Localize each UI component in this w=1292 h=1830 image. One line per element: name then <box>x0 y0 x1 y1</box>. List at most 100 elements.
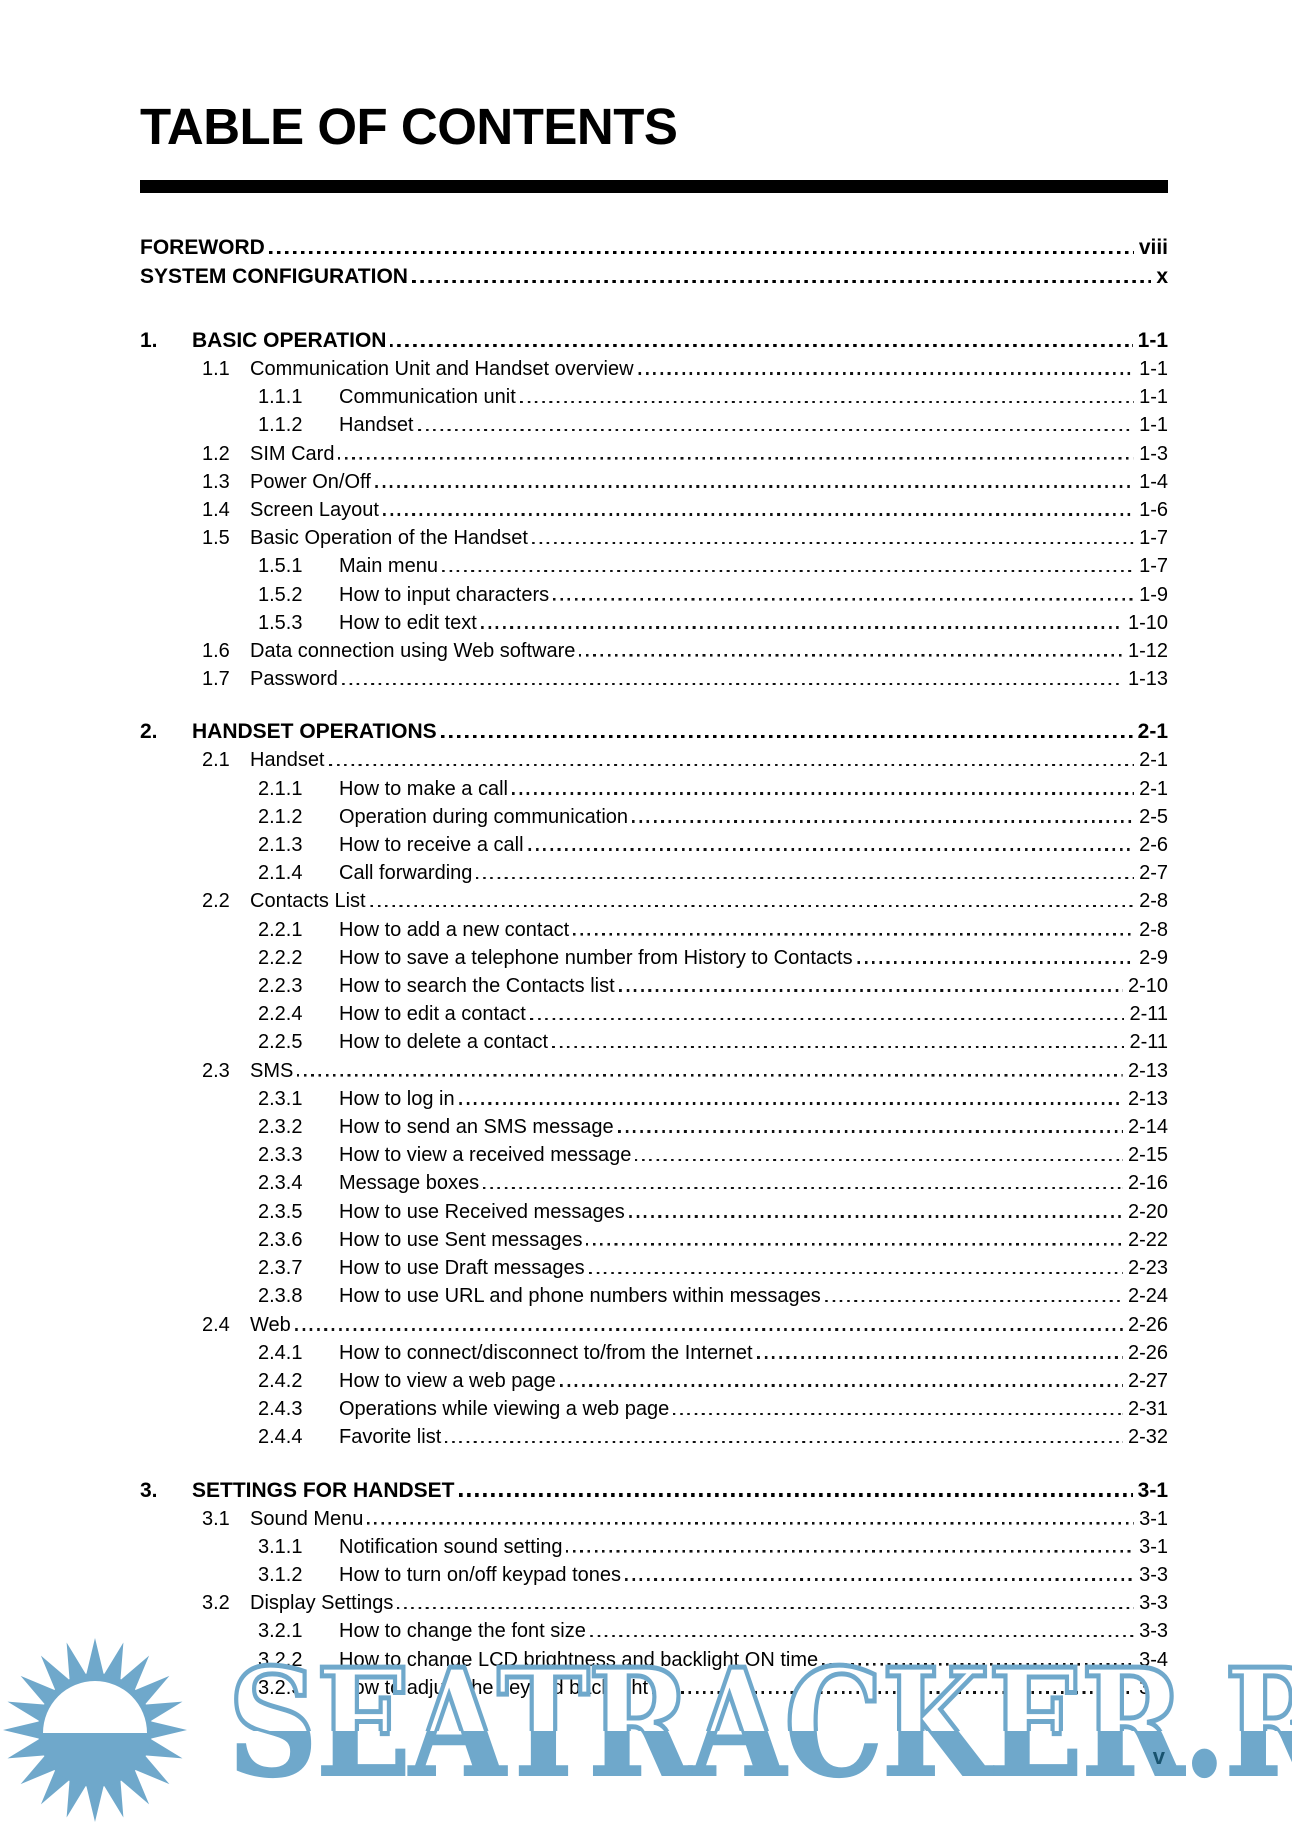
toc-entry-page: 3-5 <box>1139 1676 1168 1699</box>
toc-content: TABLE OF CONTENTS FOREWORD viii SYSTEM C… <box>140 0 1168 1702</box>
toc-entry-title: How to delete a contact <box>339 1031 549 1054</box>
dot-leader <box>573 933 1135 936</box>
toc-entry-number: 3.1 <box>202 1507 230 1530</box>
toc-entry-page: 2-8 <box>1139 890 1168 913</box>
toc-entry-title: Screen Layout <box>250 499 379 522</box>
toc-entry: 2.2 Contacts List 2-8 <box>140 887 1168 915</box>
toc-entry: 2.3.1 How to log in 2-13 <box>140 1085 1168 1113</box>
toc-entry: 2.3.6 How to use Sent messages 2-22 <box>140 1226 1168 1254</box>
toc-entry-page: x <box>1156 265 1168 288</box>
toc-entry-page: 2-13 <box>1127 1087 1168 1110</box>
toc-entry-page: 2-8 <box>1139 918 1168 941</box>
toc-entry-number: 1.1.1 <box>258 386 303 409</box>
toc-entry: 2.1.4 Call forwarding 2-7 <box>140 859 1168 887</box>
toc-entry: 2.3.3 How to view a received message 2-15 <box>140 1141 1168 1169</box>
toc-entry-number: 1.5.2 <box>258 583 303 606</box>
toc-entry-number: 2.3.7 <box>258 1257 303 1280</box>
toc-entry-title: How to edit text <box>339 611 477 634</box>
toc-entry-number: 2.1.3 <box>258 834 303 857</box>
toc-entry-title: SYSTEM CONFIGURATION <box>140 265 408 288</box>
dot-leader <box>297 1074 1123 1077</box>
dot-leader <box>527 848 1135 852</box>
dot-leader <box>552 1045 1125 1049</box>
dot-leader <box>617 1130 1123 1134</box>
dot-leader <box>382 513 1135 517</box>
toc-chapter-page: 3-1 <box>1137 1478 1168 1502</box>
toc-entry-number: 2.3 <box>202 1059 230 1082</box>
toc-entry-title: Communication Unit and Handset overview <box>250 358 634 380</box>
toc-entry: 2.3.8 How to use URL and phone numbers wi… <box>140 1282 1168 1310</box>
toc-entry-page: 1-6 <box>1139 499 1168 522</box>
toc-entry: 1.1.2 Handset 1-1 <box>140 411 1168 439</box>
toc-entry-number: 1.5.3 <box>258 611 303 634</box>
toc-entry: 1.5.3 How to edit text 1-10 <box>140 609 1168 637</box>
toc-entry-page: 1-7 <box>1139 555 1168 578</box>
toc-entry-number: 2.3.3 <box>258 1144 303 1167</box>
toc-entry-title: Web <box>250 1313 291 1336</box>
toc-entry: 1.5.1 Main menu 1-7 <box>140 552 1168 580</box>
toc-entry-page: 2-13 <box>1127 1059 1168 1082</box>
toc-entry-page: 1-12 <box>1127 640 1168 663</box>
toc-chapter-title: BASIC OPERATION <box>192 329 387 352</box>
toc-entry: 3.2 Display Settings 3-3 <box>140 1589 1168 1617</box>
toc-section-3: 3. SETTINGS FOR HANDSET 3-1 3.1 Sound Men… <box>140 1476 1168 1702</box>
toc-entry-title: Call forwarding <box>339 862 473 885</box>
toc-entry-page: 2-5 <box>1139 805 1168 828</box>
toc-entry-page: 2-27 <box>1127 1369 1168 1392</box>
toc-entry-page: 2-1 <box>1139 749 1168 772</box>
dot-leader <box>618 989 1123 993</box>
toc-entry-title: How to use Sent messages <box>339 1228 583 1251</box>
toc-entry-title: How to input characters <box>339 583 550 606</box>
toc-entry: 1.3 Power On/Off 1-4 <box>140 468 1168 496</box>
toc-entry-page: 3-3 <box>1139 1620 1168 1643</box>
toc-entry-page: 2-20 <box>1127 1200 1168 1223</box>
toc-entry-page: 2-26 <box>1127 1341 1168 1364</box>
dot-leader <box>824 1299 1123 1303</box>
toc-entry-number: 2.2.2 <box>258 946 303 969</box>
toc-entry-number: 2.2.5 <box>258 1031 303 1054</box>
toc-entry-page: 1-9 <box>1139 583 1168 606</box>
toc-entry-title: Handset <box>339 414 414 437</box>
page-number: v <box>1152 1744 1165 1769</box>
dot-leader <box>268 250 1134 254</box>
toc-entry-title: How to receive a call <box>339 834 524 857</box>
toc-entry-page: 2-11 <box>1129 1003 1168 1026</box>
toc-entry-number: 2.3.1 <box>258 1087 303 1110</box>
toc-entry: 1.7 Password 1-13 <box>140 665 1168 693</box>
toc-entry: 2.2.3 How to search the Contacts list 2-10 <box>140 972 1168 1000</box>
toc-entry-title: Sound Menu <box>250 1507 364 1530</box>
dot-leader <box>632 820 1135 823</box>
toc-entry-title: SIM Card <box>250 442 335 465</box>
dot-leader <box>480 626 1123 629</box>
dot-leader <box>625 1578 1135 1581</box>
toc-entry-page: 2-26 <box>1127 1313 1168 1336</box>
toc-entry: 2.1.2 Operation during communication 2-5 <box>140 803 1168 831</box>
toc-entry-title: Main menu <box>339 555 438 578</box>
toc-entry-page: 3-4 <box>1139 1648 1168 1671</box>
toc-entry-title: Notification sound setting <box>339 1535 563 1558</box>
dot-leader <box>519 400 1135 404</box>
toc-entry: 3.2.3 How to adjust the keypad backlight 3… <box>140 1674 1168 1702</box>
dot-leader <box>390 343 1133 347</box>
toc-chapter-title: HANDSET OPERATIONS <box>192 720 437 744</box>
toc-entry-page: viii <box>1138 236 1168 259</box>
toc-entry-number: 2.1.1 <box>258 777 303 800</box>
toc-entry-number: 1.2 <box>202 442 230 465</box>
toc-entry-title: Operation during communication <box>339 805 629 828</box>
toc-entry-page: 1-1 <box>1139 358 1168 380</box>
toc-entry-title: How to log in <box>339 1087 455 1110</box>
dot-leader <box>628 1215 1123 1218</box>
dot-leader <box>529 1017 1125 1021</box>
toc-entry-number: 2.2.3 <box>258 975 303 998</box>
toc-section-1: 1. BASIC OPERATION 1-1 1.1 Communication … <box>140 326 1168 693</box>
toc-entry: 2.4.4 Favorite list 2-32 <box>140 1423 1168 1451</box>
dot-leader <box>756 1356 1123 1359</box>
dot-leader <box>589 1634 1135 1638</box>
toc-chapter-number: 3. <box>140 1478 158 1502</box>
toc-entry-number: 2.4.3 <box>258 1398 303 1421</box>
toc-entry: 3.2.1 How to change the font size 3-3 <box>140 1617 1168 1645</box>
toc-chapter-row: 2. HANDSET OPERATIONS 2-1 <box>140 717 1168 746</box>
toc-entry: 3.1.2 How to turn on/off keypad tones 3-3 <box>140 1561 1168 1589</box>
dot-leader <box>458 1493 1133 1497</box>
